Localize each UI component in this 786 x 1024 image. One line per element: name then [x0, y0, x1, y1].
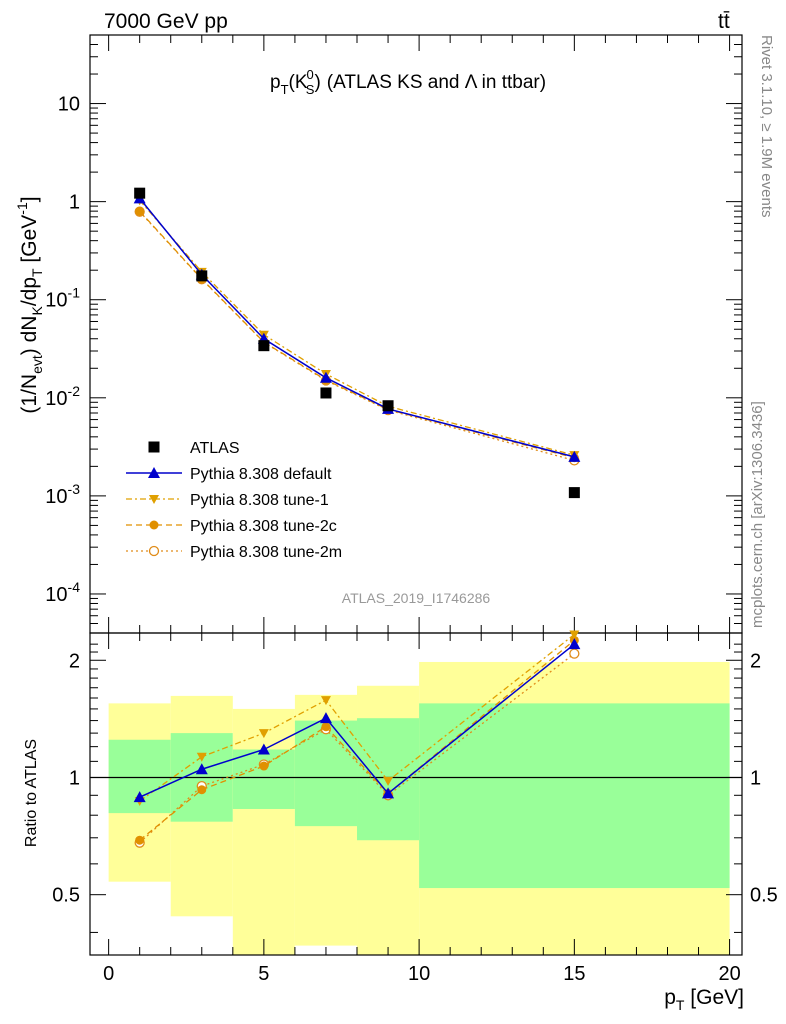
legend-marker-default	[148, 467, 160, 478]
y-label-sub-evt: evt	[29, 355, 45, 374]
x-tick-labels: 0 5 10 15 20	[103, 963, 741, 985]
plot-title-rest: (ATLAS KS and Λ in ttbar)	[327, 72, 546, 93]
legend-marker-tune2c	[149, 520, 159, 530]
main-point-data	[320, 387, 332, 399]
y-label-sub-t: T	[29, 268, 45, 277]
ratio-point-tune1	[320, 696, 331, 706]
y-label-part3: /dp	[18, 277, 41, 306]
ratio-y-tick-label-left: 1	[69, 767, 80, 789]
ratio-point-tune1	[569, 630, 580, 640]
x-tick-label: 5	[258, 963, 269, 985]
x-label-unit: [GeV]	[684, 986, 744, 1009]
ratio-point-tune2m	[569, 648, 580, 659]
main-point-data	[134, 187, 146, 199]
legend-marker-tune2m	[148, 545, 160, 557]
main-series-group	[133, 187, 581, 499]
x-axis-label: pT [GeV]	[664, 986, 744, 1013]
legend-label-tune2m: Pythia 8.308 tune-2m	[190, 544, 342, 561]
ratio-y-tick-label-right: 2	[750, 650, 761, 672]
main-line-tune2c	[139, 210, 575, 459]
y-label-part1: (1/N	[18, 374, 41, 414]
plot-title-paren-open: (K	[289, 72, 308, 93]
y-label-part4: [GeV	[18, 215, 41, 269]
ratio-point-tune2c	[135, 835, 145, 845]
legend-marker-tune1	[149, 495, 159, 504]
ratio-y-tick-label-right: 1	[750, 767, 761, 789]
legend-label-tune2c: Pythia 8.308 tune-2c	[190, 518, 337, 535]
y-tick-label: 1	[69, 192, 80, 214]
main-point-data	[258, 340, 270, 352]
ratio-point-tune1	[258, 729, 269, 739]
x-label-sub-t: T	[676, 997, 685, 1013]
plot-title-sup-0: 0	[307, 67, 314, 82]
ratio-line-tune1	[139, 633, 575, 802]
main-line-default	[139, 197, 575, 458]
y-label-part5: ]	[18, 196, 41, 202]
ratio-uncertainty-bands	[108, 661, 730, 955]
ratio-y-tick-label-right: 0.5	[750, 885, 778, 907]
axis-ticks	[90, 34, 742, 955]
ratio-point-tune2c	[197, 785, 207, 795]
legend: ATLAS Pythia 8.308 default Pythia 8.308 tu…	[126, 440, 342, 561]
ratio-axis-label: Ratio to ATLAS	[23, 739, 40, 847]
ratio-point-default	[568, 638, 581, 650]
y-label-part2: ) dN	[18, 316, 41, 356]
ratio-point-default	[319, 712, 332, 724]
y-axis-label: (1/Nevt) dNK/dpT [GeV-1]	[14, 196, 45, 413]
legend-label-data: ATLAS	[190, 440, 240, 457]
legend-label-default: Pythia 8.308 default	[190, 466, 332, 483]
ratio-point-tune2c	[259, 761, 269, 771]
y-tick-label: 10-4	[45, 579, 80, 606]
legend-marker-data	[148, 441, 160, 453]
plot-title-sub-t: T	[281, 82, 289, 97]
band-inner-bin	[232, 749, 295, 809]
y-tick-label: 10	[58, 94, 80, 116]
x-tick-label: 20	[718, 963, 740, 985]
rivet-version-label: Rivet 3.1.10, ≥ 1.9M events	[758, 35, 775, 218]
plot-title-p: p	[270, 72, 281, 93]
x-label-p: p	[664, 986, 676, 1009]
legend-label-tune1: Pythia 8.308 tune-1	[190, 492, 329, 509]
ratio-point-default	[133, 791, 146, 803]
plot-title-sub-s: S	[306, 82, 315, 97]
y-label-sup: -1	[14, 202, 30, 215]
ratio-y-tick-label-left: 2	[69, 650, 80, 672]
main-point-data	[382, 400, 394, 412]
ratio-point-tune2c	[321, 722, 331, 732]
main-panel-frame	[89, 34, 743, 634]
main-point-default	[319, 371, 332, 383]
y-tick-label: 10-3	[45, 481, 80, 508]
main-point-tune2c	[135, 206, 145, 216]
y-tick-label: 10-2	[45, 383, 80, 410]
ratio-point-default	[195, 763, 208, 775]
y-label-sub-k: K	[29, 306, 45, 316]
x-tick-label: 10	[408, 963, 430, 985]
header-energy-label: 7000 GeV pp	[104, 10, 228, 33]
ratio-series-group	[133, 630, 581, 848]
header-process-label: tt̄	[718, 10, 730, 33]
main-line-tune1	[139, 199, 575, 456]
plot-title-paren-close: )	[314, 72, 320, 93]
plot-title: pT(K0 S) (ATLAS KS and Λ in ttbar)	[270, 67, 546, 97]
ratio-point-default	[382, 787, 395, 799]
ratio-point-tune1	[196, 752, 207, 762]
main-point-data	[196, 270, 208, 282]
y-tick-label: 10-1	[45, 285, 80, 312]
x-tick-label: 0	[103, 963, 114, 985]
main-point-data	[568, 487, 580, 499]
ratio-panel-frame	[89, 632, 743, 956]
ratio-point-tune1	[383, 776, 394, 786]
analysis-id-label: ATLAS_2019_I1746286	[342, 590, 491, 606]
band-inner-bin	[294, 720, 358, 827]
band-inner-bin	[419, 703, 730, 889]
main-point-default	[568, 450, 581, 462]
x-tick-label: 15	[563, 963, 585, 985]
mcplots-label: mcplots.cern.ch [arXiv:1306.3436]	[749, 401, 766, 628]
ratio-line-default	[139, 643, 575, 798]
y-tick-labels: 10-4 10-3 10-2 10-1 1 10 0.5 0.5 1 1 2 2	[45, 94, 778, 907]
main-line-tune2m	[139, 211, 575, 462]
ratio-y-tick-label-left: 0.5	[52, 885, 80, 907]
ratio-point-default	[257, 743, 270, 755]
